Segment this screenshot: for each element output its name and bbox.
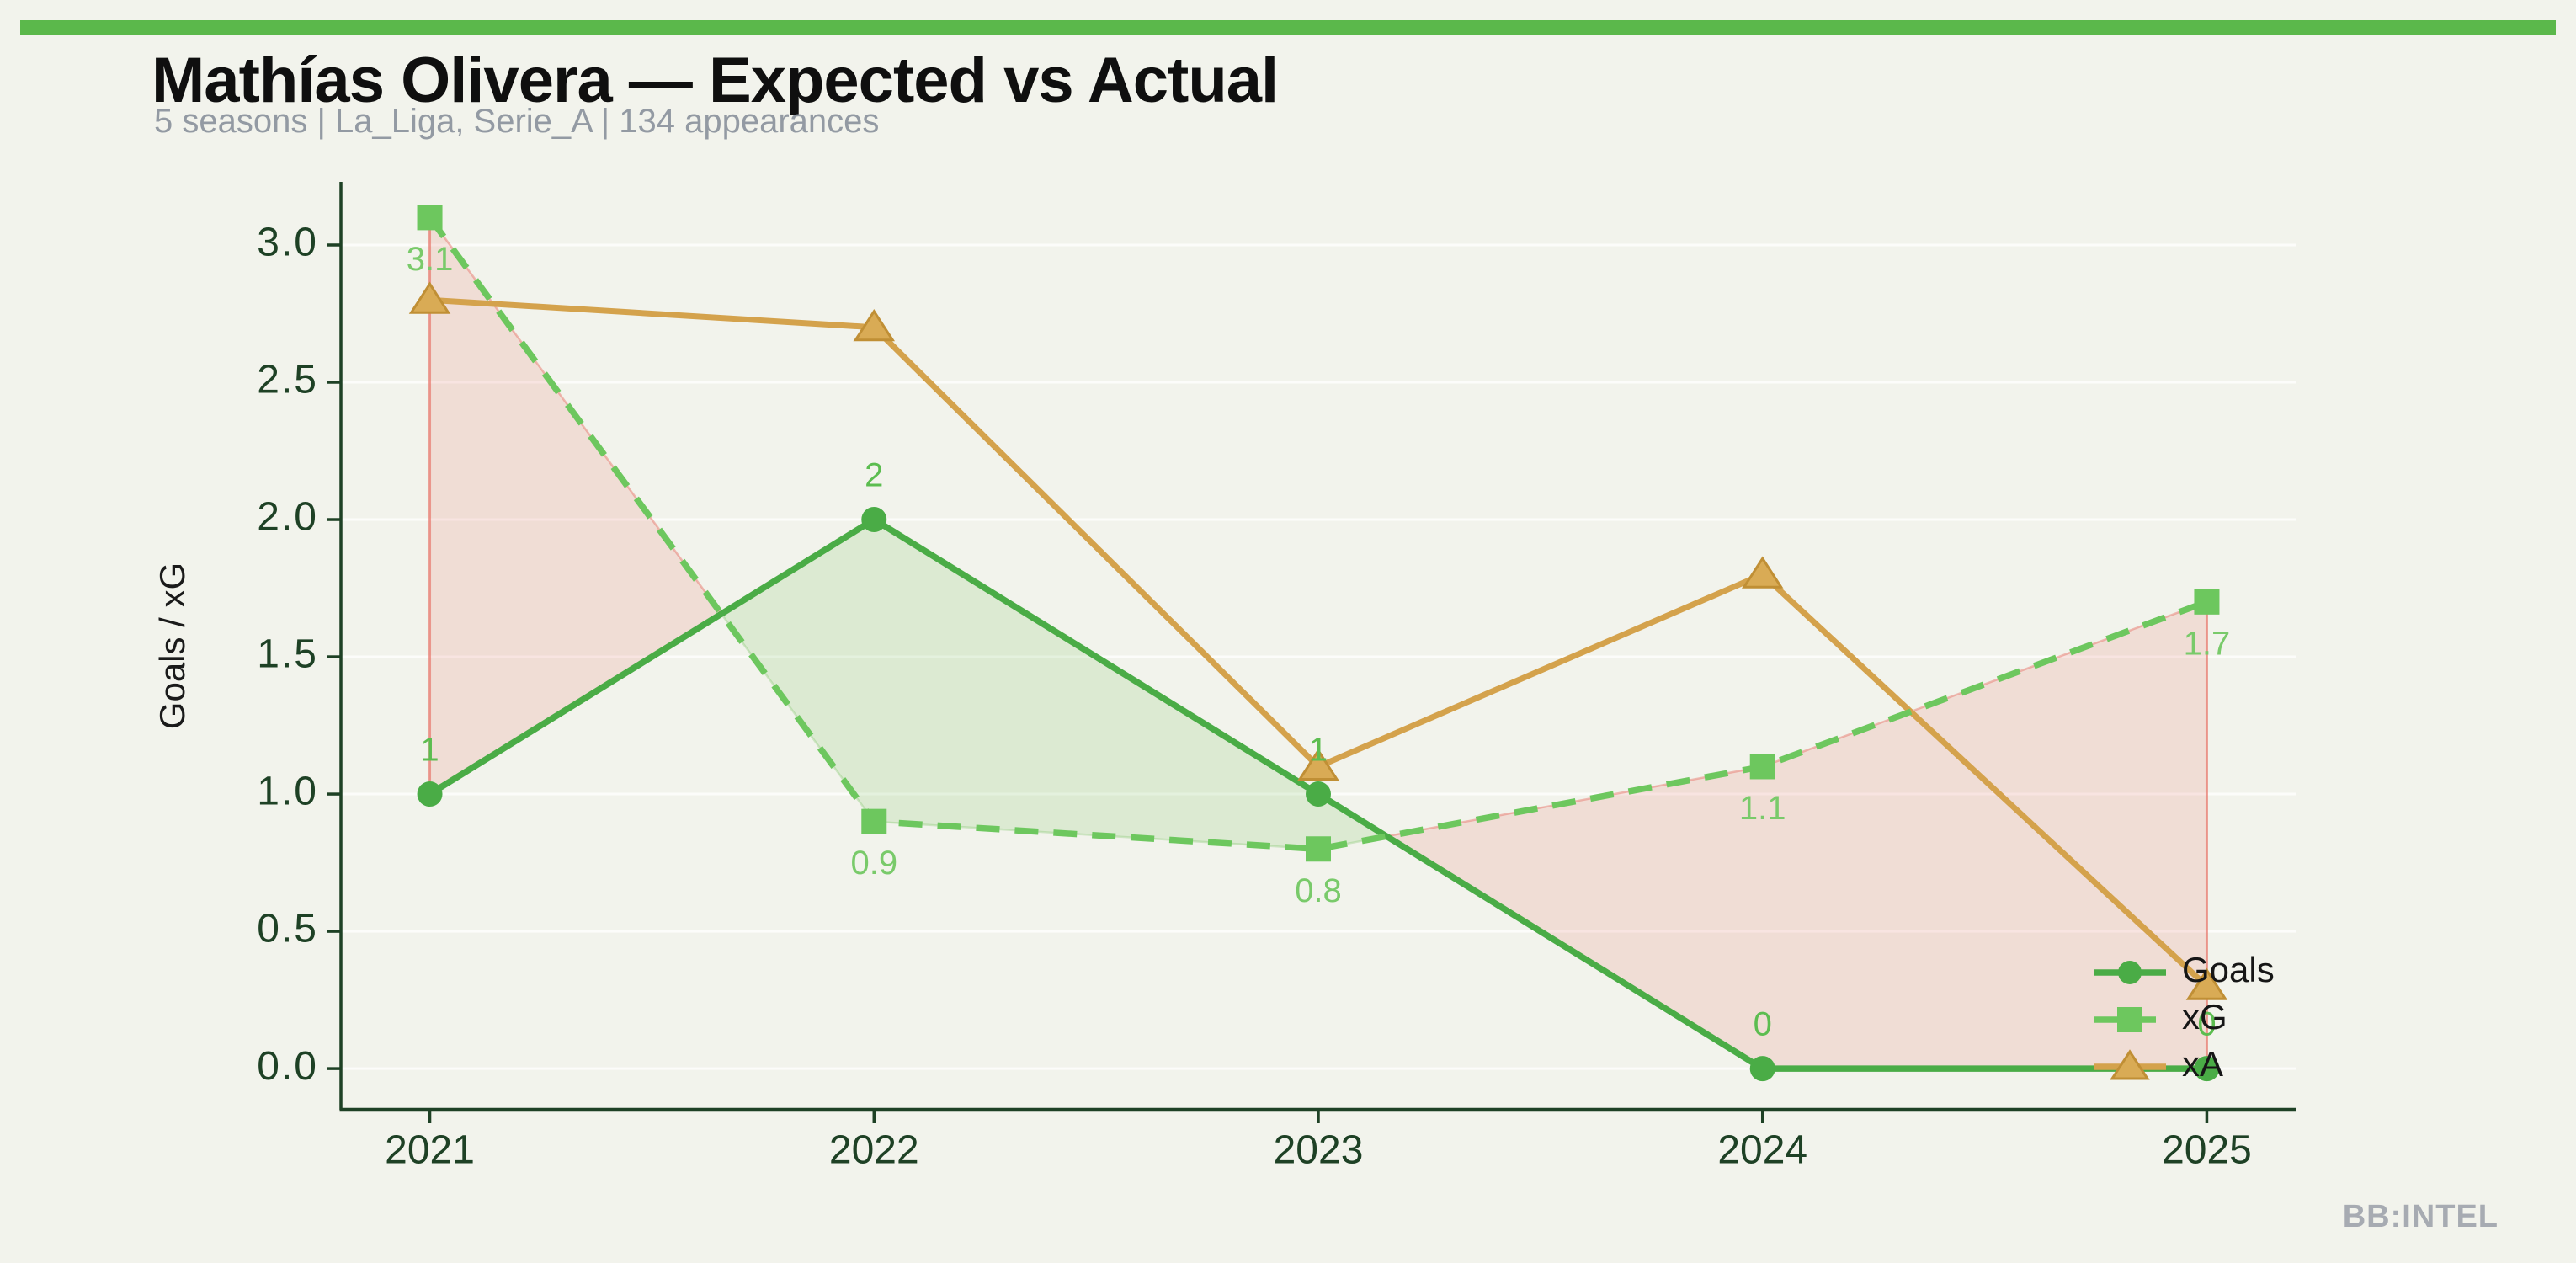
xa-triangle-marker: [853, 309, 896, 342]
xg-square-marker: [1749, 754, 1775, 780]
x-tick-label: 2025: [2162, 1128, 2252, 1173]
y-tick-label: 1.5: [257, 632, 318, 677]
legend-label: xG: [2182, 997, 2227, 1037]
xg-data-label: 0.8: [1295, 872, 1342, 909]
xg-data-label: 1.7: [2184, 625, 2231, 662]
goals-circle-marker: [417, 781, 443, 807]
fill-regions: [428, 214, 2208, 1070]
x-tick-label: 2024: [1717, 1128, 1807, 1173]
legend-row-xa: xA: [2094, 1044, 2223, 1084]
y-tick-label: 3.0: [257, 221, 318, 265]
legend-triangle-icon: [2110, 1049, 2150, 1080]
overperform-xg-region: [1383, 600, 2208, 1070]
goals-data-label: 0: [1754, 1006, 1772, 1043]
goals-circle-marker: [1749, 1056, 1775, 1082]
goals-circle-marker: [861, 507, 887, 533]
chart-subtitle: 5 seasons | La_Liga, Serie_A | 134 appea…: [154, 103, 880, 140]
legend-row-xg: xG: [2094, 997, 2227, 1037]
overperform-goals-region: [720, 518, 1390, 850]
xa-triangle-marker: [1297, 748, 1339, 781]
y-tick-label: 2.0: [257, 495, 318, 540]
goals-data-label: 0: [2197, 1006, 2216, 1043]
goals-data-label: 2: [865, 457, 883, 494]
goals-data-label: 1: [1309, 732, 1328, 769]
series-line-xG: [427, 216, 2208, 853]
legend-square-icon: [2117, 1007, 2142, 1032]
accent-bar: [20, 20, 2556, 35]
goals-circle-marker: [2194, 1056, 2220, 1082]
series-markers: [408, 205, 2228, 1082]
data-labels: 1 2 1 0 0 3.1 0.9 0.8 1.1 1.7: [407, 241, 2231, 1043]
chart-title: Mathías Olivera — Expected vs Actual: [152, 45, 1279, 116]
legend-row-goals: Goals: [2094, 950, 2275, 989]
legend-label: Goals: [2182, 950, 2275, 989]
xa-triangle-marker: [408, 281, 451, 314]
y-tick-label: 0.0: [257, 1044, 318, 1089]
y-axis-title: Goals / xG: [152, 562, 192, 729]
xg-square-marker: [861, 808, 887, 834]
legend: Goals xG xA: [2094, 950, 2275, 1084]
xg-data-label: 0.9: [850, 845, 897, 882]
goals-data-label: 1: [420, 732, 439, 769]
legend-label: xA: [2182, 1044, 2223, 1084]
watermark: BB:INTEL: [2342, 1199, 2499, 1234]
x-tick-label: 2023: [1274, 1128, 1364, 1173]
xg-data-label: 3.1: [407, 241, 454, 278]
y-tick-label: 1.0: [257, 770, 318, 814]
x-tick-label: 2021: [385, 1128, 475, 1173]
xa-triangle-marker: [2185, 967, 2228, 1000]
xg-square-marker: [417, 205, 443, 231]
x-tick-label: 2022: [829, 1128, 919, 1173]
xg-square-marker: [1306, 836, 1331, 862]
goals-circle-marker: [1306, 781, 1331, 807]
legend-circle-icon: [2118, 961, 2142, 984]
y-tick-label: 2.5: [257, 358, 318, 402]
y-tick-label: 0.5: [257, 907, 318, 951]
xg-data-label: 1.1: [1739, 790, 1786, 827]
xa-triangle-marker: [1741, 556, 1784, 589]
xg-square-marker: [2194, 589, 2220, 615]
